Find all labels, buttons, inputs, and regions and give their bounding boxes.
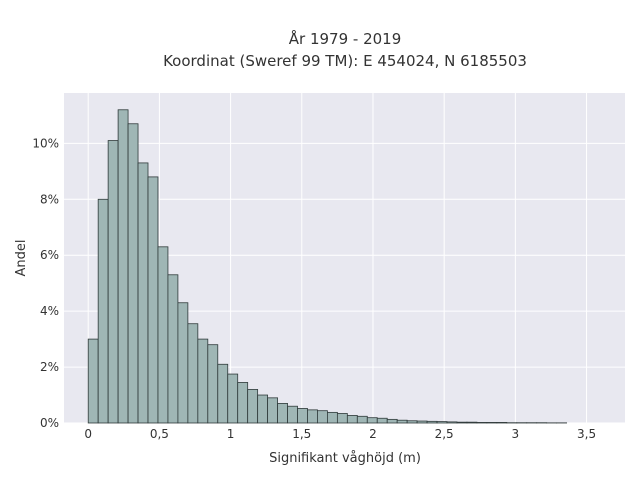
chart-title-line-1: År 1979 - 2019 <box>289 29 402 48</box>
histogram-bar <box>466 421 478 424</box>
histogram-bar <box>317 410 328 424</box>
chart-title-line-2: Koordinat (Sweref 99 TM): E 454024, N 61… <box>163 52 527 70</box>
histogram-bar <box>177 302 189 424</box>
histogram-bar <box>486 422 498 424</box>
histogram-bar <box>386 418 398 424</box>
histogram-bar <box>147 176 159 424</box>
y-tick-label: 0% <box>40 416 59 430</box>
y-tick-label: 8% <box>40 192 59 206</box>
histogram-bar <box>346 415 358 424</box>
histogram-bar <box>117 109 129 424</box>
histogram-bar <box>496 422 508 424</box>
y-tick-label: 10% <box>32 136 59 150</box>
y-axis-label: Andel <box>14 240 29 277</box>
histogram-bar <box>436 421 448 424</box>
histogram-bar <box>307 409 318 424</box>
histogram-bar <box>327 411 338 424</box>
histogram-bar <box>247 389 259 424</box>
histogram-bar <box>137 162 149 424</box>
x-tick-label: 1 <box>227 427 235 441</box>
x-tick-label: 2 <box>369 427 377 441</box>
histogram-bar <box>187 323 199 424</box>
histogram-bar <box>207 344 219 424</box>
histogram-bar <box>446 421 458 424</box>
histogram-bar <box>217 363 229 424</box>
histogram-bar <box>127 123 139 424</box>
histogram-bar <box>287 405 298 424</box>
histogram-bar <box>277 403 288 424</box>
histogram-bar <box>366 417 378 424</box>
x-tick-label: 2,5 <box>435 427 454 441</box>
histogram-bar <box>107 140 119 424</box>
histogram-bar <box>416 420 428 424</box>
x-tick-label: 0 <box>84 427 92 441</box>
histogram-bar <box>426 420 438 424</box>
histogram-bar <box>396 419 408 424</box>
histogram-bar <box>476 422 488 424</box>
x-tick-label: 3 <box>512 427 520 441</box>
x-tick-label: 0,5 <box>150 427 169 441</box>
histogram-bar <box>257 394 269 424</box>
histogram-bar <box>157 246 169 424</box>
histogram-bars <box>87 109 568 424</box>
histogram-bar <box>167 274 179 424</box>
histogram-bar <box>97 198 109 424</box>
histogram-bar <box>227 373 239 424</box>
x-tick-label: 1,5 <box>292 427 311 441</box>
histogram-bar <box>297 408 308 424</box>
y-axis-ticks: 0% 2% 4% 6% 8% 10% <box>32 136 59 430</box>
histogram-bar <box>237 382 249 424</box>
histogram-bar <box>356 415 368 424</box>
histogram-bar <box>197 338 209 424</box>
y-tick-label: 4% <box>40 304 59 318</box>
x-axis-label: Signifikant våghöjd (m) <box>269 451 421 466</box>
y-tick-label: 2% <box>40 360 59 374</box>
x-axis-ticks: 0 0,5 1 1,5 2 2,5 3 3,5 <box>84 427 596 441</box>
histogram-bar <box>376 417 388 424</box>
histogram-bar <box>456 421 468 424</box>
x-tick-label: 3,5 <box>577 427 596 441</box>
histogram-bar <box>267 397 278 424</box>
histogram-bar <box>87 338 99 424</box>
y-tick-label: 6% <box>40 248 59 262</box>
histogram-bar <box>336 413 348 424</box>
histogram-bar <box>406 420 418 424</box>
